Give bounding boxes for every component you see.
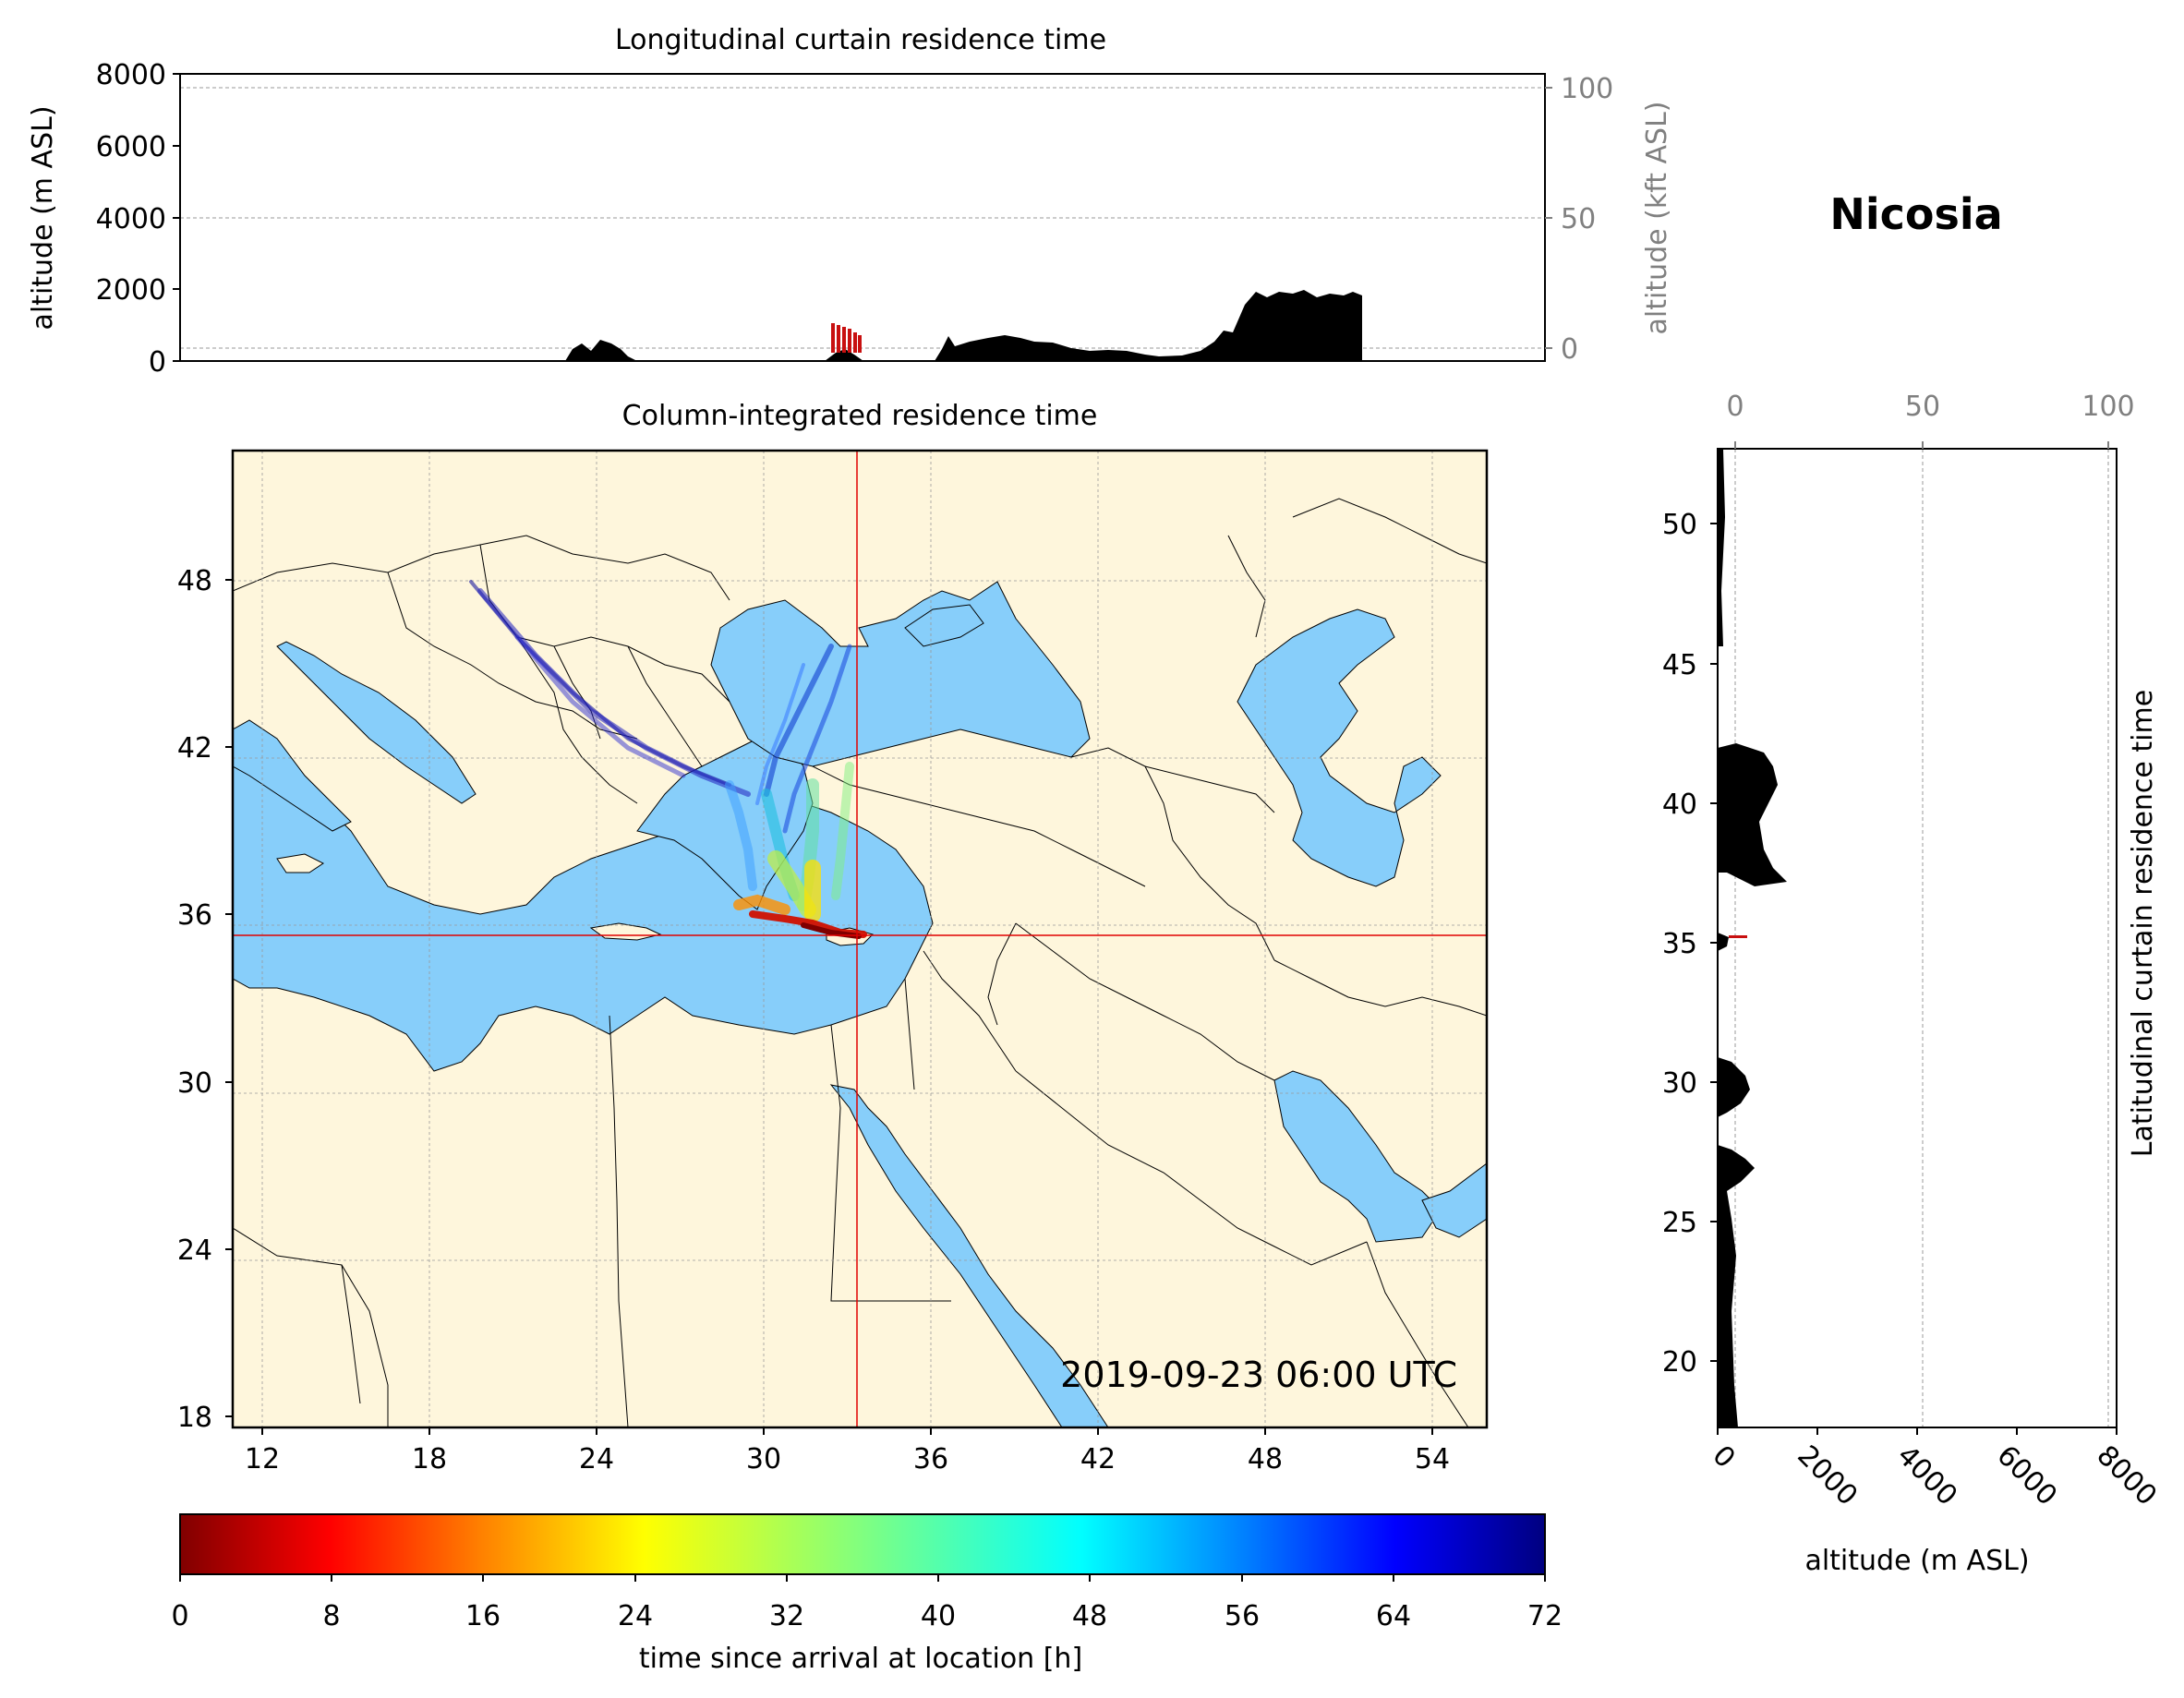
- map-y-tick-label: 36: [177, 899, 212, 932]
- map-y-tick-label: 24: [177, 1234, 212, 1267]
- map-x-tick-label: 54: [1415, 1443, 1450, 1475]
- location-title: Nicosia: [1829, 189, 2002, 239]
- longitudinal-y2-ticks: [1545, 87, 1552, 349]
- colorbar-tick-label: 8: [322, 1600, 340, 1632]
- latitudinal-x2-tick-label: 50: [1905, 391, 1940, 423]
- longitudinal-terrain: [565, 290, 1362, 361]
- longitudinal-plume-marks: [831, 323, 862, 353]
- map-y-tick-label: 42: [177, 732, 212, 765]
- longitudinal-y2-tick-label: 50: [1561, 203, 1596, 235]
- longitudinal-y-tick-label: 2000: [96, 274, 166, 307]
- timestamp-label: 2019-09-23 06:00 UTC: [1060, 1355, 1457, 1395]
- colorbar: 0 8 16 24 32 40 48 56 64 72 time since a…: [171, 1513, 1563, 1675]
- map-x-tick-label: 30: [746, 1443, 781, 1475]
- longitudinal-curtain-title: Longitudinal curtain residence time: [615, 24, 1106, 56]
- colorbar-ticks: [179, 1574, 1546, 1582]
- map-x-tick-label: 36: [913, 1443, 948, 1475]
- latitudinal-x-tick-label: 2000: [1791, 1439, 1864, 1512]
- longitudinal-y-tick-label: 0: [149, 346, 166, 379]
- black-sea: [710, 581, 1091, 767]
- colorbar-tick-label: 32: [769, 1600, 804, 1632]
- map-y-ticks: [225, 579, 233, 1417]
- colorbar-tick-label: 64: [1376, 1600, 1411, 1632]
- latitudinal-x-tick-label: 0: [1706, 1439, 1741, 1475]
- longitudinal-y-ticks: [173, 73, 180, 362]
- adriatic-sea: [276, 641, 477, 804]
- residence-time-plume: [469, 580, 867, 939]
- longitudinal-y-tick-label: 4000: [96, 203, 166, 235]
- sea-of-azov: [904, 604, 984, 647]
- latitudinal-y-ticks: [1710, 523, 1718, 1362]
- latitudinal-y-tick-label: 25: [1662, 1207, 1697, 1239]
- latitudinal-y-tick-label: 50: [1662, 509, 1697, 541]
- latitudinal-x-tick-label: 8000: [2090, 1439, 2163, 1512]
- latitudinal-x2-tick-label: 0: [1726, 391, 1744, 423]
- longitudinal-curtain-panel: Longitudinal curtain residence time: [27, 24, 1673, 379]
- latitudinal-terrain: [1718, 449, 1787, 1427]
- map-gridlines: [233, 451, 1487, 1427]
- latitudinal-y-axis-label: Latitudinal curtain residence time: [2127, 690, 2159, 1157]
- map-x-tick-label: 18: [412, 1443, 447, 1475]
- colorbar-label: time since arrival at location [h]: [639, 1643, 1082, 1675]
- persian-gulf: [1273, 1070, 1442, 1243]
- latitudinal-x2-ticks: [1734, 441, 2109, 449]
- longitudinal-y2-tick-label: 0: [1561, 333, 1578, 366]
- colorbar-tick-label: 16: [465, 1600, 501, 1632]
- longitudinal-y2-axis-label: altitude (kft ASL): [1641, 101, 1673, 334]
- latitudinal-x-tick-label: 6000: [1990, 1439, 2063, 1512]
- map-y-tick-label: 30: [177, 1067, 212, 1100]
- colorbar-tick-label: 56: [1225, 1600, 1260, 1632]
- longitudinal-y-axis-label: altitude (m ASL): [27, 105, 59, 330]
- latitudinal-curtain-panel: 20 25 30 35 40 45 50 Latitudinal curtain…: [1662, 391, 2163, 1577]
- longitudinal-y2-tick-label: 100: [1561, 73, 1613, 105]
- red-sea: [829, 1084, 1109, 1427]
- western-sea: [233, 719, 352, 832]
- colorbar-tick-label: 24: [618, 1600, 653, 1632]
- colorbar-gradient: [179, 1513, 1546, 1575]
- colorbar-tick-label: 72: [1527, 1600, 1563, 1632]
- latitudinal-y-tick-label: 40: [1662, 789, 1697, 821]
- latitudinal-y-tick-label: 35: [1662, 928, 1697, 960]
- mediterranean-sea: [233, 729, 934, 1072]
- colorbar-tick-label: 40: [921, 1600, 956, 1632]
- map-x-ticks: [261, 1427, 1433, 1435]
- map-panel: Column-integrated residence time: [177, 400, 1489, 1475]
- colorbar-tick-label: 48: [1072, 1600, 1107, 1632]
- latitudinal-plot-area: [1718, 449, 2117, 1427]
- map-x-tick-label: 24: [579, 1443, 614, 1475]
- caspian-sea: [1237, 608, 1442, 887]
- latitudinal-x-axis-label: altitude (m ASL): [1804, 1545, 2029, 1577]
- map-x-tick-label: 12: [245, 1443, 280, 1475]
- map-x-tick-label: 48: [1248, 1443, 1283, 1475]
- latitudinal-y-tick-label: 20: [1662, 1346, 1697, 1379]
- longitudinal-gridlines: [180, 87, 1545, 349]
- latitudinal-x-ticks: [1717, 1427, 2118, 1435]
- latitudinal-x-tick-label: 4000: [1890, 1439, 1963, 1512]
- map-x-tick-label: 42: [1080, 1443, 1116, 1475]
- latitudinal-plume-mark: [1729, 935, 1747, 938]
- latitudinal-x2-tick-label: 100: [2081, 391, 2134, 423]
- longitudinal-y-tick-label: 6000: [96, 131, 166, 163]
- colorbar-tick-label: 0: [171, 1600, 188, 1632]
- map-y-tick-label: 18: [177, 1402, 212, 1434]
- map-y-tick-label: 48: [177, 565, 212, 597]
- latitudinal-y-tick-label: 30: [1662, 1067, 1697, 1100]
- longitudinal-y-tick-label: 8000: [96, 59, 166, 91]
- map-frame: [231, 449, 1489, 1429]
- sicily-island: [276, 853, 324, 873]
- latitudinal-y-tick-label: 45: [1662, 649, 1697, 681]
- arabian-sea: [1421, 1162, 1487, 1238]
- map-title: Column-integrated residence time: [622, 400, 1098, 432]
